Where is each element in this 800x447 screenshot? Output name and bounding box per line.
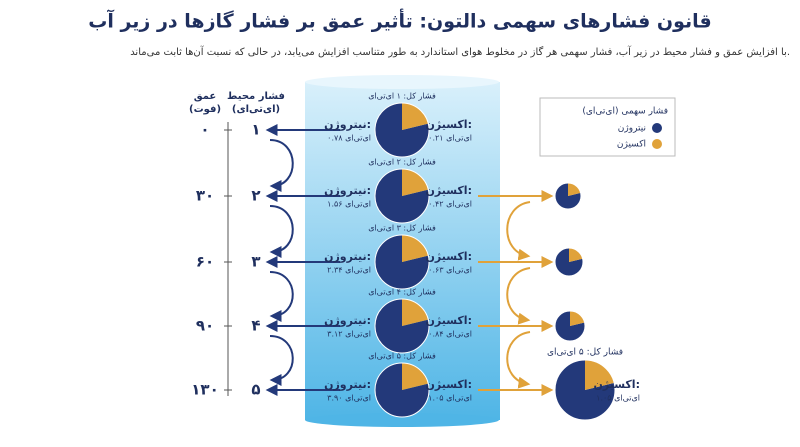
side-pie-outline [554, 359, 616, 421]
side-pie-nitrogen [555, 360, 615, 421]
pie-outline [374, 362, 430, 418]
side-pie-oxygen [569, 248, 583, 262]
legend-title: فشار سهمی (ای‌تی‌ای) [582, 107, 668, 117]
ambient-pressure: ۳ [251, 253, 260, 271]
nitrogen-label: نیتروژن: [324, 314, 371, 327]
nitrogen-label: نیتروژن: [324, 250, 371, 263]
nitrogen-value: ۲.۳۴ ای‌تی‌ای [327, 266, 371, 275]
oxygen-label: اکسیژن: [426, 184, 473, 197]
oxygen-value: ۰.۴۲ ای‌تی‌ای [428, 200, 472, 209]
nitrogen-label: نیتروژن: [324, 118, 371, 131]
legend-swatch [652, 139, 662, 149]
descent-curve [269, 205, 294, 258]
total-pressure: فشار کل: ۵ ای‌تی‌ای [368, 352, 436, 361]
side-pie-oxygen [585, 360, 615, 390]
water-top [305, 75, 499, 89]
nitrogen-label: نیتروژن: [324, 184, 371, 197]
nitrogen-value: ۰.۷۸ ای‌تی‌ای [327, 134, 371, 143]
oxygen-value: ۰.۲۱ ای‌تی‌ای [428, 134, 472, 143]
ambient-pressure: ۵ [251, 381, 260, 399]
descent-curve [269, 335, 294, 386]
nitrogen-value: ۱.۵۶ ای‌تی‌ای [327, 200, 371, 209]
depth-unit: (فوت) [189, 104, 221, 115]
ambient-pressure: ۱ [251, 121, 260, 139]
oxygen-label: اکسیژن: [426, 250, 473, 263]
pie-outline [374, 168, 430, 224]
oxygen-curve [506, 331, 531, 389]
total-pressure: فشار کل: ۳ ای‌تی‌ای [368, 224, 436, 233]
subtitle: با افزایش عمق و فشار محیط در زیر آب، فشا… [130, 45, 790, 58]
oxygen-label: اکسیژن: [426, 378, 473, 391]
depth: ۳۰ [196, 187, 214, 205]
pie-outline [374, 298, 430, 354]
total-pressure: فشار کل: ۴ ای‌تی‌ای [368, 288, 436, 297]
oxygen-value: ۰.۸۴ ای‌تی‌ای [428, 330, 472, 339]
depth: ۱۳۰ [191, 381, 218, 399]
pressure-unit: (ای‌تی‌ای) [232, 104, 280, 115]
pie-outline [374, 234, 430, 290]
nitrogen-label: نیتروژن: [324, 378, 371, 391]
oxygen-label: اکسیژن: [426, 314, 473, 327]
side-oxygen-label: اکسیژن: [594, 378, 641, 391]
side-pie-outline [554, 310, 586, 342]
side-total: فشار کل: ۵ ای‌تی‌ای [547, 348, 623, 358]
pressure-header: فشار محیط [227, 91, 285, 102]
oxygen-label: اکسیژن: [426, 118, 473, 131]
nitrogen-value: ۳.۹۰ ای‌تی‌ای [327, 394, 371, 403]
pie-nitrogen [375, 235, 430, 290]
pie-nitrogen [374, 299, 429, 354]
total-pressure: فشار کل: ۲ ای‌تی‌ای [368, 158, 436, 167]
oxygen-curve [506, 201, 531, 261]
side-pie-outline [554, 182, 582, 210]
pie-oxygen [402, 169, 429, 196]
title: قانون فشارهای سهمی دالتون: تأثیر عمق بر … [88, 9, 711, 33]
side-oxygen-value: ۱.۰۵ ای‌تی‌ای [596, 394, 640, 403]
pie-oxygen [402, 299, 429, 326]
depth-header: عمق [194, 91, 217, 102]
depth: ۰ [200, 121, 209, 139]
legend-label: نیتروژن [618, 124, 646, 134]
side-pie-nitrogen [554, 183, 581, 209]
oxygen-value: ۰.۶۳ ای‌تی‌ای [428, 266, 472, 275]
ambient-pressure: ۲ [251, 187, 260, 205]
legend-label: اکسیژن [617, 140, 646, 150]
descent-curve [269, 139, 294, 192]
nitrogen-value: ۳.۱۲ ای‌تی‌ای [327, 330, 371, 339]
oxygen-value: ۱.۰۵ ای‌تی‌ای [428, 394, 472, 403]
depth: ۹۰ [196, 317, 214, 335]
legend-swatch [652, 123, 662, 133]
ambient-pressure: ۴ [251, 317, 260, 335]
depth: ۶۰ [196, 253, 214, 271]
pie-oxygen [402, 363, 429, 390]
total-pressure: فشار کل: ۱ ای‌تی‌ای [368, 92, 436, 101]
pie-oxygen [402, 235, 429, 262]
side-pie-outline [554, 247, 584, 277]
oxygen-curve [506, 267, 531, 325]
side-pie-oxygen [570, 311, 585, 326]
descent-curve [269, 271, 294, 322]
pie-outline [374, 102, 430, 158]
side-pie-oxygen [568, 183, 581, 196]
pie-oxygen [402, 103, 429, 130]
water-bottom [305, 413, 499, 427]
